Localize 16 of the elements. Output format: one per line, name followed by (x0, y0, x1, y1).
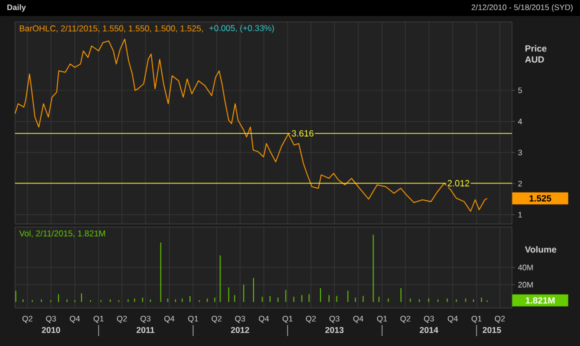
line-series (14, 38, 488, 212)
text: 1.821M (526, 297, 555, 304)
text: 1.525 (530, 195, 552, 202)
x2-tick-label: 2013 (325, 327, 344, 334)
annotation: +0.005, (+0.33%) (209, 24, 274, 33)
y-axis-title: Volume (524, 246, 556, 253)
annotation: BarOHLC, 2/11/2015, 1.550, 1.550, 1.500, 1.525, (20, 25, 203, 32)
ref-line-label: 3.616 (292, 130, 314, 137)
x2-tick-label: 2014 (420, 327, 438, 333)
ref-line-label: 2.012 (448, 180, 470, 186)
x2-tick-label: 2012 (230, 327, 250, 333)
annotation: Vol, 2/11/2015, 1.821M (19, 230, 105, 238)
x2-tick-label: 2011 (136, 327, 154, 333)
x2-tick-label: 2015 (482, 327, 501, 333)
x2-tick-label: 2010 (42, 327, 60, 333)
y-axis-title: Price AUD (525, 45, 546, 63)
